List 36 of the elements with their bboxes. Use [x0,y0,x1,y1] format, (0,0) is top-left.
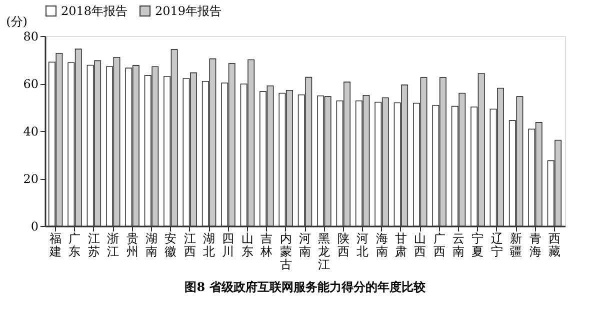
text: 图8 省级政府互联网服务能力得分的年度比较 [184,280,426,294]
x-tick-label: 甘肃 [394,232,407,258]
legend-label: 2019年报告 [155,4,222,18]
x-tick-label: 贵州 [126,232,138,258]
x-tick-label: 辽宁 [490,232,503,258]
x-tick-label: 海南 [376,232,388,258]
x-tick-label: 湖南 [145,232,158,258]
legend-label: 2018年报告 [61,4,128,18]
x-tick-label: 宁夏 [472,232,484,258]
x-tick-label: 河南 [299,232,311,258]
x-tick-label: 新疆 [510,232,522,258]
x-tick-label: 江西 [184,232,196,258]
x-tick-label: 安徽 [164,232,177,258]
y-tick-label: 60 [23,77,38,91]
x-tick-label: 山西 [414,232,426,258]
x-tick-label: 四川 [222,232,234,258]
y-tick-label: 40 [23,124,38,138]
x-tick-label: 青海 [529,232,542,258]
x-tick-label: 山东 [241,232,254,258]
x-tick-label: 内蒙古 [280,232,292,272]
y-tick-label: 20 [23,172,38,186]
x-tick-label: 陕西 [337,232,350,258]
x-tick-label: 福建 [48,232,62,258]
x-tick-label: 吉林 [260,232,273,258]
x-tick-label: 云南 [452,232,465,258]
x-tick-label: 江苏 [88,232,100,258]
x-tick-label: 广西 [433,232,446,258]
x-tick-label: 河北 [356,232,369,258]
x-tick-label: 西藏 [548,232,560,258]
y-tick-label: 80 [23,30,38,44]
x-tick-label: 湖北 [203,232,216,258]
x-tick-label: 浙江 [107,232,120,258]
x-tick-label: 广东 [68,232,81,258]
y-tick-label: 0 [30,220,38,234]
y-axis-title: (分) [6,14,28,28]
x-tick-label: 黑龙江 [318,232,330,272]
